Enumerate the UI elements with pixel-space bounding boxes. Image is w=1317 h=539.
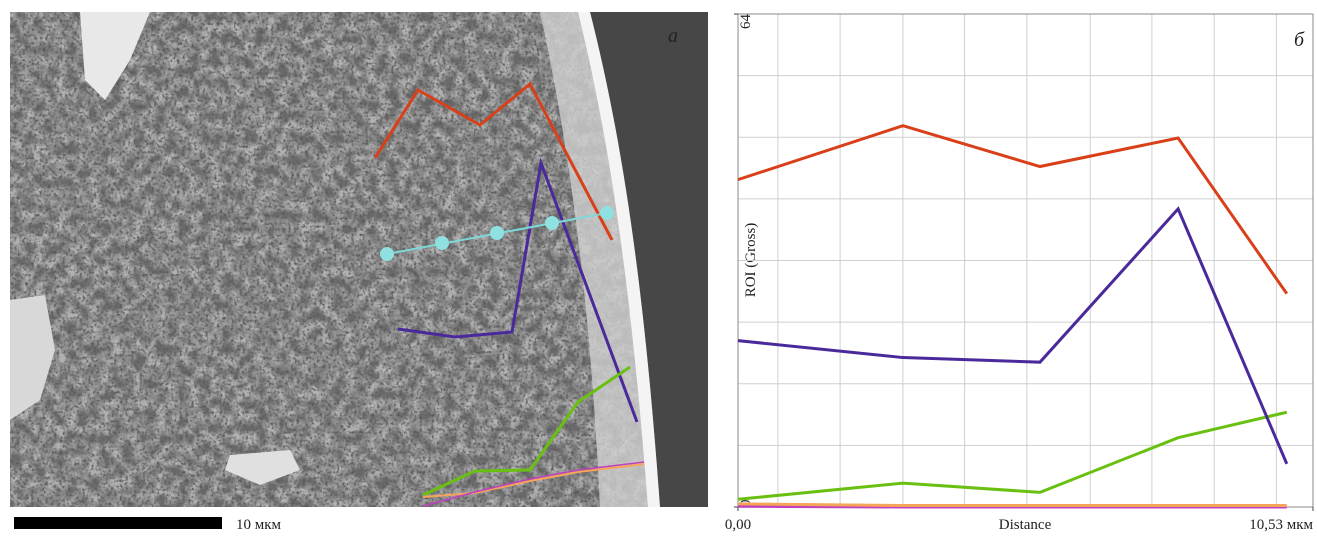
series-line [738,504,1287,506]
figure: а 10 мкм б ROI (Gross) Distance 0640,001… [0,0,1317,534]
x-tick-label: 0,00 [725,517,751,533]
series-line [738,412,1287,499]
x-axis-label: Distance [999,517,1052,533]
y-tick-label: 64 [738,14,754,30]
y-axis-label: ROI (Gross) [743,223,759,298]
sem-image [10,12,708,507]
scale-bar-label: 10 мкм [236,517,282,533]
panel-label: а [668,25,678,47]
series-line [738,209,1287,464]
x-tick-label: 10,53 мкм [1249,517,1313,533]
scale-bar [14,517,222,529]
page: а 10 мкм б ROI (Gross) Distance 0640,001… [0,0,1317,539]
panel-label: б [1294,29,1305,51]
